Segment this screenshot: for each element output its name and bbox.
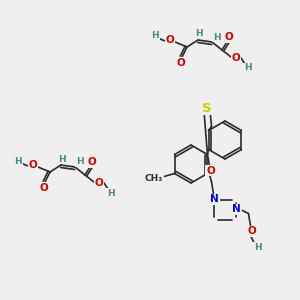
Text: O: O [28, 160, 38, 170]
Text: O: O [247, 226, 256, 236]
Text: O: O [225, 32, 233, 42]
Text: O: O [40, 183, 48, 193]
Text: N: N [210, 194, 219, 205]
Text: O: O [206, 166, 215, 176]
Text: H: H [151, 32, 159, 40]
Text: O: O [94, 178, 103, 188]
Text: O: O [88, 157, 96, 167]
Text: H: H [213, 32, 221, 41]
Text: O: O [166, 35, 174, 45]
Text: H: H [14, 157, 22, 166]
Text: H: H [76, 158, 84, 166]
Text: O: O [177, 58, 185, 68]
Text: H: H [58, 154, 66, 164]
Text: N: N [232, 205, 241, 214]
Text: H: H [254, 243, 261, 252]
Text: H: H [195, 29, 203, 38]
Text: H: H [244, 64, 252, 73]
Text: O: O [232, 53, 240, 63]
Text: CH₃: CH₃ [144, 174, 163, 183]
Text: S: S [202, 101, 212, 115]
Text: H: H [107, 188, 115, 197]
